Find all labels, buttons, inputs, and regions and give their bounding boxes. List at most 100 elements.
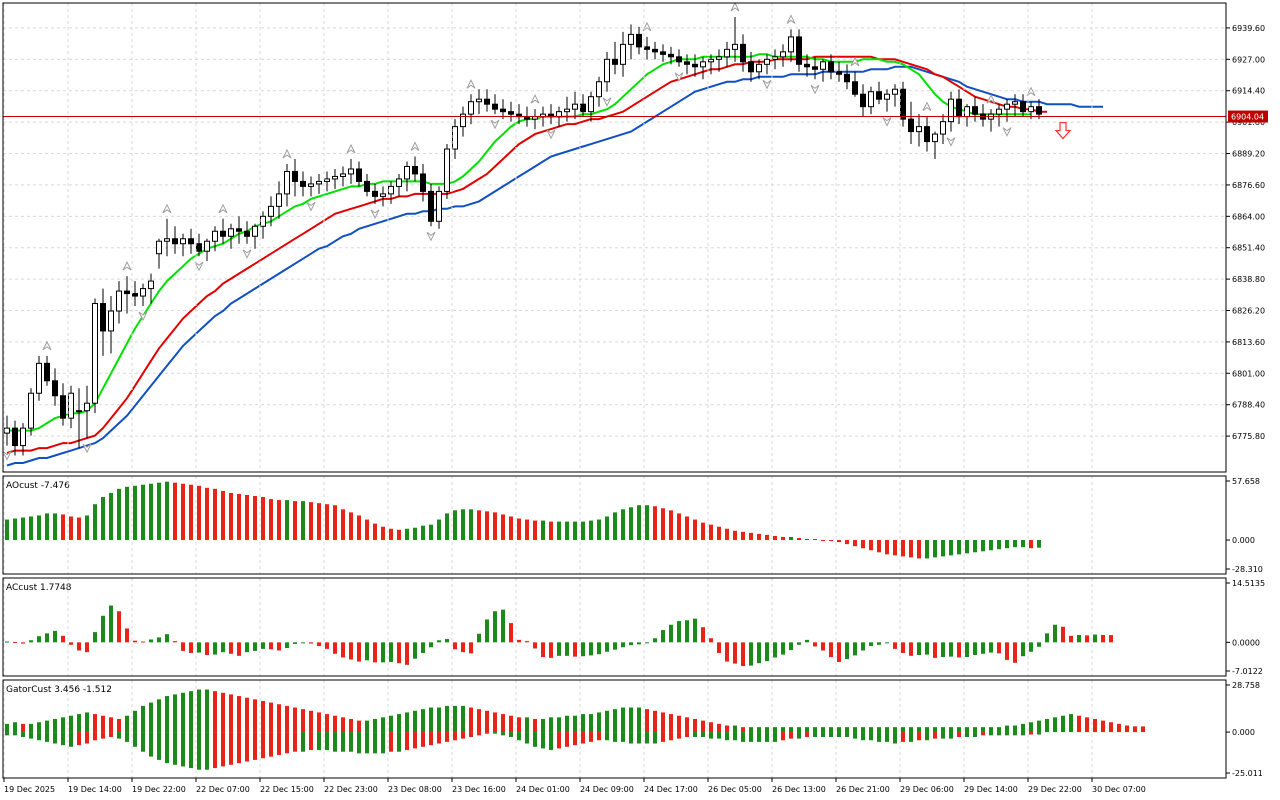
bearish-candle [900,88,906,120]
indicator-histogram-bar [557,642,561,656]
indicator-histogram-bar [845,642,849,660]
indicator-histogram-bar [581,642,585,657]
ao-indicator-pane[interactable]: 57.658 0.000 -28.310 AOcust -7.476 [5,477,1263,574]
ac-indicator-pane[interactable]: 14.5135 0.0000 -7.0122 ACcust 1.7748 [5,579,1265,676]
gator-lower-bar [269,732,273,757]
gator-lower-bar [421,732,425,747]
indicator-histogram-bar [357,515,361,541]
gator-lower-bar [805,732,809,737]
gator-lower-bar [133,732,137,747]
time-label: 24 Dec 09:00 [580,785,634,794]
indicator-histogram-bar [549,521,553,541]
bearish-candle [412,165,418,175]
indicator-histogram-bar [733,642,737,664]
indicator-histogram-bar [525,519,529,541]
gator-lower-bar [405,732,409,751]
indicator-histogram-bar [701,522,705,541]
gator-lower-bar [125,732,129,742]
indicator-histogram-bar [69,516,73,541]
pane-frame [2,679,1227,779]
bullish-candle [564,108,570,113]
gator-lower-bar [5,732,9,736]
indicator-histogram-bar [805,639,809,643]
bearish-candle [652,48,658,53]
bearish-candle [908,118,914,133]
gator-upper-bar [637,707,641,733]
indicator-histogram-bar [1005,540,1009,549]
gator-lower-bar [197,732,201,770]
gator-upper-bar [325,714,329,733]
gator-upper-bar [765,727,769,733]
gator-lower-bar [101,732,105,739]
indicator-axis-label: -28.310 [1232,565,1263,574]
indicator-histogram-bar [301,642,305,644]
indicator-histogram-bar [229,642,233,654]
indicator-histogram-bar [1029,540,1033,549]
bearish-candle [132,293,138,297]
gator-lower-bar [149,732,153,757]
bearish-candle [644,46,650,50]
indicator-histogram-bar [853,642,857,656]
pane-frame [2,577,1227,677]
gator-lower-bar [325,732,329,751]
gator-lower-bar [277,732,281,755]
indicator-histogram-bar [669,510,673,541]
gator-upper-bar [933,727,937,733]
gator-upper-bar [61,717,65,733]
gator-upper-bar [781,727,785,733]
indicator-histogram-bar [93,504,97,541]
bearish-candle [668,53,674,58]
gator-indicator-pane[interactable]: 28.758 0.000 -25.011 GatorCust 3.456 -1.512 [5,681,1263,778]
gator-lower-bar [1021,732,1025,736]
indicator-histogram-bar [165,634,169,643]
indicator-histogram-bar [317,503,321,541]
gator-upper-bar [589,714,593,733]
bearish-candle [852,81,858,95]
gator-lower-bar [1013,732,1017,736]
bullish-candle [324,178,330,182]
indicator-histogram-bar [765,642,769,662]
gator-upper-bar [133,710,137,733]
price-axis-label: 6851.40 [1232,244,1265,253]
bearish-candle [804,63,810,68]
indicator-histogram-bar [885,642,889,644]
gator-upper-bar [5,723,9,733]
bearish-candle [1036,106,1042,115]
gator-lower-bar [53,732,57,744]
gator-lower-bar [189,732,193,769]
indicator-histogram-bar [141,641,145,643]
indicator-axis-label: 28.758 [1232,681,1260,690]
indicator-histogram-bar [909,540,913,558]
bearish-candle [196,243,202,252]
indicator-histogram-bar [725,528,729,541]
indicator-histogram-bar [837,540,841,543]
indicator-histogram-bar [741,642,745,667]
gator-upper-bar [437,707,441,733]
indicator-histogram-bar [45,513,49,541]
bullish-candle [284,170,290,195]
gator-lower-bar [669,732,673,741]
time-label: 26 Dec 21:00 [836,785,890,794]
price-pane[interactable]: 6939.60 6927.00 6914.40 6901.80 6889.20 6876.… [2,1,1268,467]
indicator-histogram-bar [557,521,561,541]
indicator-histogram-bar [757,533,761,541]
bearish-candle [836,71,842,75]
gator-lower-bar [173,732,177,765]
fractal-up-icon [986,94,996,104]
indicator-histogram-bar [485,511,489,541]
indicator-histogram-bar [773,535,777,541]
indicator-histogram-bar [149,483,153,541]
gator-lower-bar [205,732,209,770]
indicator-histogram-bar [509,516,513,541]
indicator-histogram-bar [549,642,553,658]
gator-lower-bar [549,732,553,751]
bearish-candle [676,56,682,63]
gator-lower-bar [629,732,633,744]
gator-lower-bar [677,732,681,739]
gator-lower-bar [141,732,145,752]
indicator-histogram-bar [381,526,385,541]
indicator-histogram-bar [869,540,873,551]
gator-upper-bar [829,727,833,733]
gator-upper-bar [549,717,553,733]
